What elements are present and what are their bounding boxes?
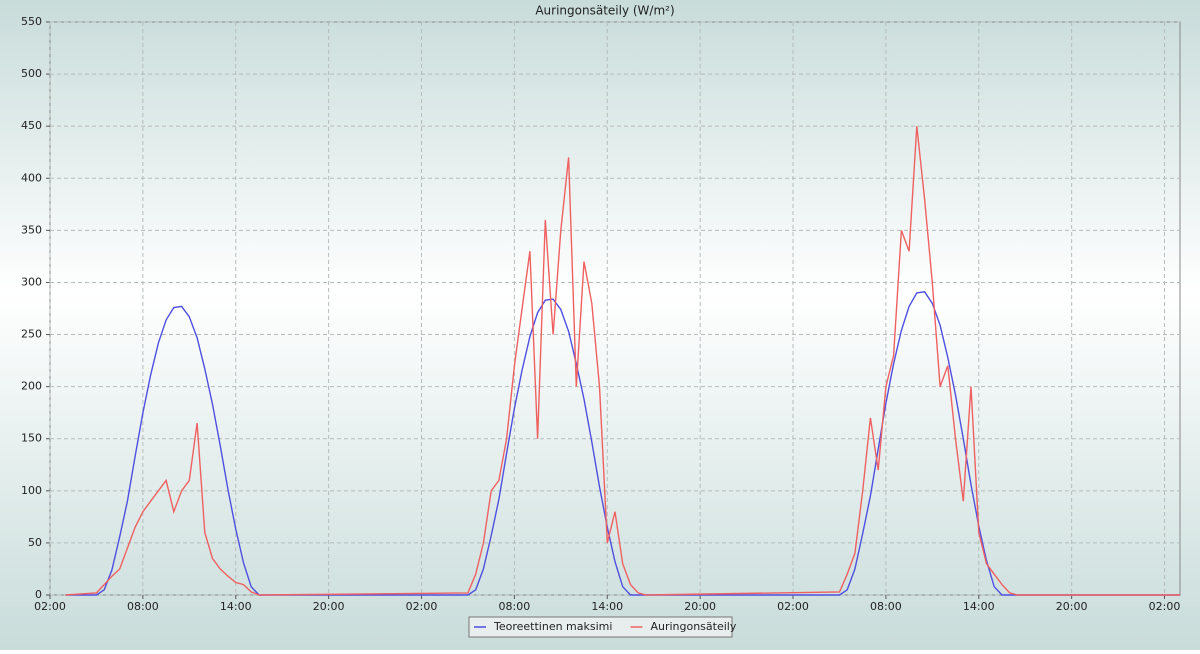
- plot-frame: [49, 21, 1181, 596]
- x-tick-label: 02:00: [34, 600, 66, 613]
- y-tick-label: 500: [21, 67, 42, 80]
- legend-box: [468, 616, 733, 638]
- legend-label: Auringonsäteily: [650, 620, 736, 633]
- y-tick-label: 50: [28, 536, 42, 549]
- x-tick-label: 08:00: [499, 600, 531, 613]
- x-tick-label: 20:00: [313, 600, 345, 613]
- x-tick-label: 14:00: [591, 600, 623, 613]
- y-tick-label: 300: [21, 275, 42, 288]
- x-tick-label: 02:00: [777, 600, 809, 613]
- legend-label: Teoreettinen maksimi: [493, 620, 612, 633]
- y-tick-label: 0: [35, 588, 42, 601]
- y-tick-label: 150: [21, 432, 42, 445]
- series-line: [65, 126, 1180, 596]
- x-tick-label: 14:00: [963, 600, 995, 613]
- x-tick-label: 02:00: [1149, 600, 1181, 613]
- x-tick-label: 08:00: [127, 600, 159, 613]
- y-tick-label: 550: [21, 15, 42, 28]
- y-tick-label: 100: [21, 484, 42, 497]
- x-tick-label: 14:00: [220, 600, 252, 613]
- y-tick-label: 350: [21, 223, 42, 236]
- y-tick-label: 400: [21, 171, 42, 184]
- y-tick-label: 450: [21, 119, 42, 132]
- x-tick-label: 20:00: [1056, 600, 1088, 613]
- chart-title: Auringonsäteily (W/m²): [535, 4, 674, 18]
- y-tick-label: 200: [21, 380, 42, 393]
- x-tick-label: 02:00: [406, 600, 438, 613]
- x-tick-label: 08:00: [870, 600, 902, 613]
- x-tick-label: 20:00: [684, 600, 716, 613]
- y-tick-label: 250: [21, 328, 42, 341]
